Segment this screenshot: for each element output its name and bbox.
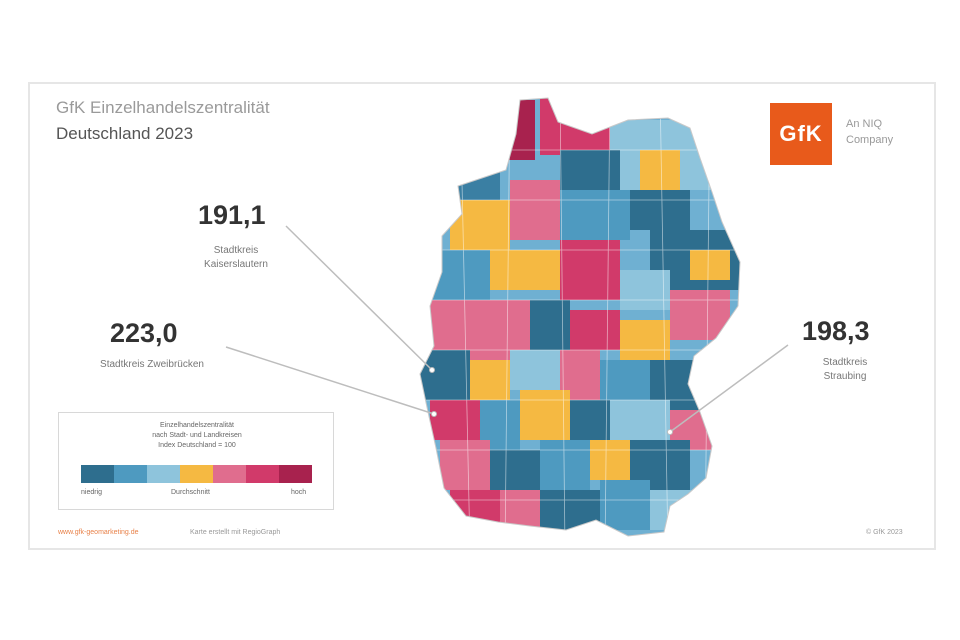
map-title: GfK Einzelhandelszentralität xyxy=(56,98,270,117)
callout-value-kaiserslautern: 191,1 xyxy=(198,200,266,230)
footer-copyright: © GfK 2023 xyxy=(866,529,903,536)
callout-label-straubing-line-2: Straubing xyxy=(823,371,867,382)
gfk-logo: GfK xyxy=(770,103,832,165)
logo-tagline: An NIQ Company xyxy=(846,116,893,148)
callout-value-zweibruecken: 223,0 xyxy=(110,318,178,348)
callout-label-straubing-line-1: Stadtkreis xyxy=(822,357,868,368)
legend-mid-label: Durchschnitt xyxy=(171,489,210,496)
legend-low-label: niedrig xyxy=(81,489,103,496)
legend-high-label: hoch xyxy=(291,489,307,496)
leader-line-zweibruecken xyxy=(225,346,435,415)
logo-tagline-line-1: An NIQ xyxy=(846,118,883,130)
legend-swatch-3 xyxy=(147,465,180,483)
callout-label-zweibruecken-line-1: Stadtkreis Zweibrücken xyxy=(100,359,204,370)
callout-label-straubing: Stadtkreis Straubing xyxy=(800,356,890,384)
map-regions xyxy=(420,98,740,536)
legend-swatch-6 xyxy=(246,465,279,483)
map-subtitle: Deutschland 2023 xyxy=(56,124,194,143)
legend-swatch-1 xyxy=(81,465,114,483)
legend-swatch-5 xyxy=(213,465,246,483)
footer-note: Karte erstellt mit RegioGraph xyxy=(190,529,281,536)
legend-swatch-7 xyxy=(279,465,312,483)
legend-title: Einzelhandelszentralität xyxy=(160,422,234,429)
callout-label-kaiserslautern: Stadtkreis Kaiserslautern xyxy=(186,244,286,272)
callout-value-straubing: 198,3 xyxy=(802,316,870,346)
leader-line-straubing xyxy=(669,344,789,433)
legend-subtitle: nach Stadt- und Landkreisen xyxy=(152,432,242,439)
callout-label-zweibruecken: Stadtkreis Zweibrücken xyxy=(72,358,232,372)
map-legend: Einzelhandelszentralität nach Stadt- und… xyxy=(58,412,334,510)
legend-swatch-4 xyxy=(180,465,213,483)
legend-swatch-2 xyxy=(114,465,147,483)
footer-link[interactable]: www.gfk-geomarketing.de xyxy=(58,529,139,536)
callout-label-kaiserslautern-line-2: Kaiserslautern xyxy=(204,259,268,270)
leader-line-kaiserslautern xyxy=(285,225,433,371)
legend-index-note: Index Deutschland = 100 xyxy=(158,442,236,449)
logo-tagline-line-2: Company xyxy=(846,134,894,146)
legend-color-scale xyxy=(81,465,312,483)
callout-label-kaiserslautern-line-1: Stadtkreis xyxy=(213,245,259,256)
